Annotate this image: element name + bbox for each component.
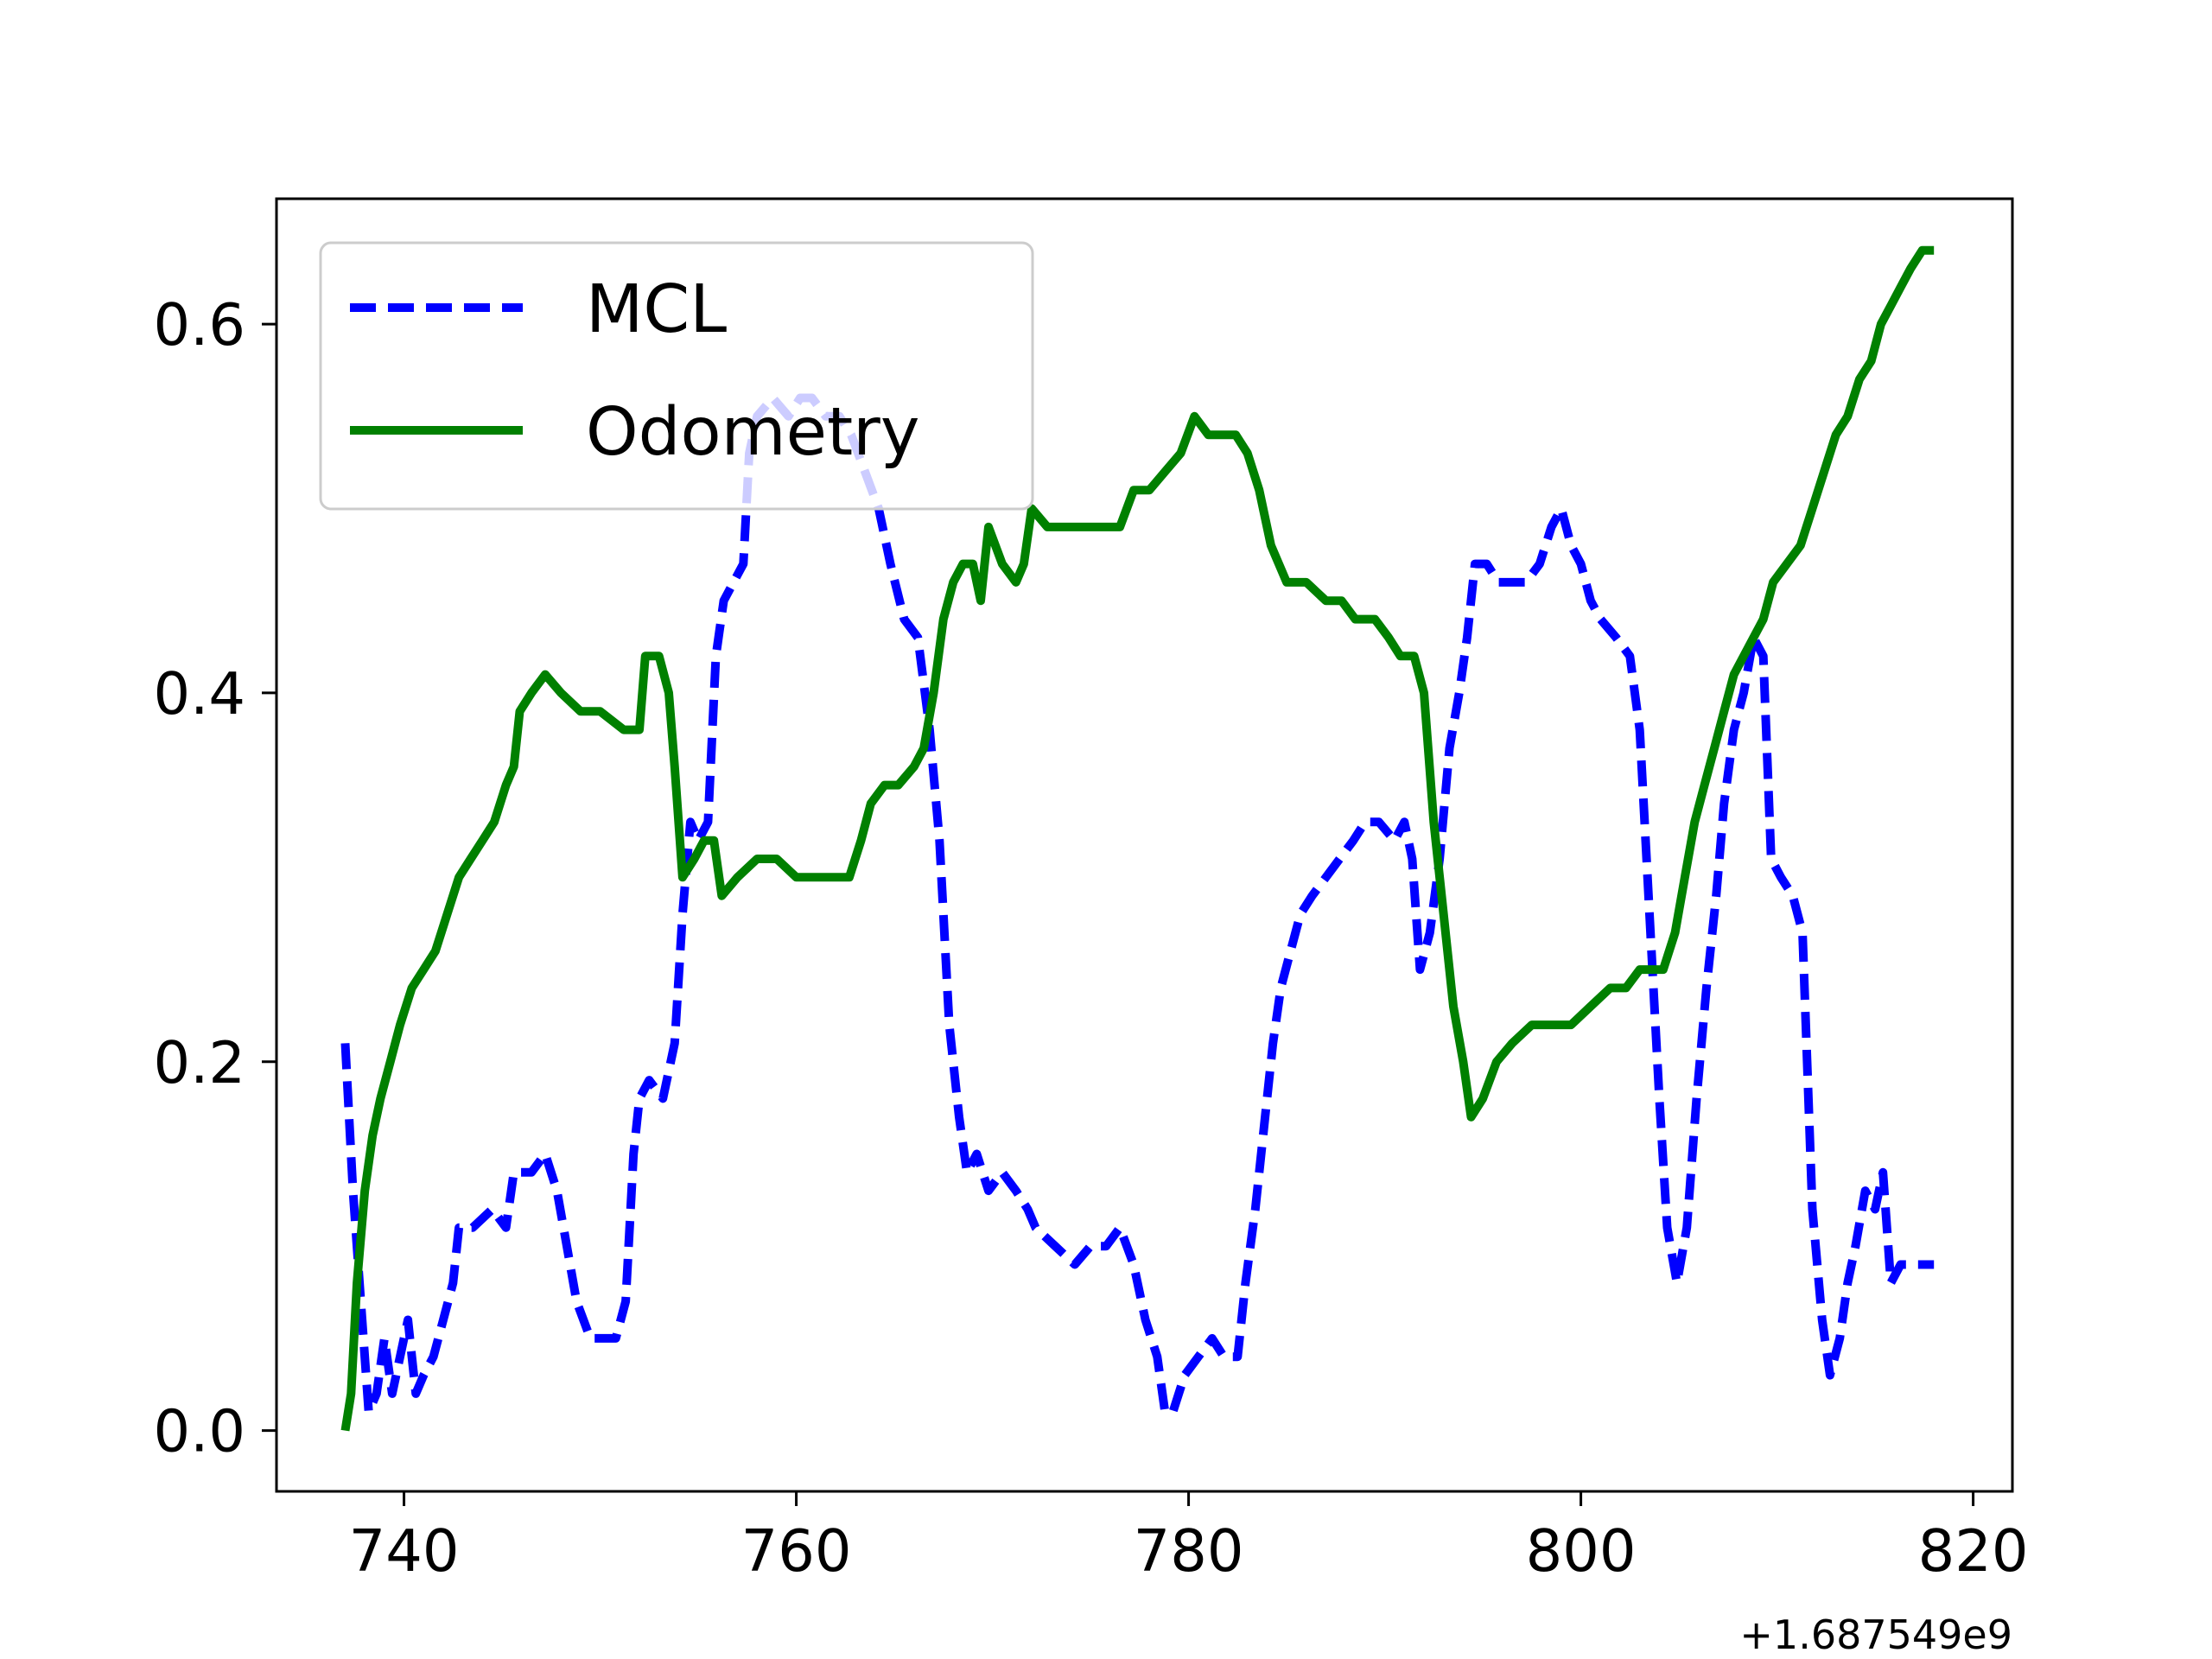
x-tick-label: 820	[1918, 1517, 2029, 1585]
legend: MCL Odometry	[319, 241, 1034, 511]
series-line-odometry	[340, 245, 1935, 1432]
x-tick-label: 740	[349, 1517, 460, 1585]
y-axis: 0.0 0.2 0.4 0.6	[153, 291, 276, 1465]
plot-frame	[275, 197, 2014, 1493]
y-tick-label: 0.0	[153, 1398, 245, 1465]
series-line-mcl	[340, 393, 1935, 1417]
x-tick-label: 780	[1134, 1517, 1244, 1585]
series-layer	[340, 245, 1935, 1432]
y-tick-label: 0.2	[153, 1029, 245, 1096]
legend-box	[319, 241, 1034, 511]
y-tick-label: 0.6	[153, 291, 245, 359]
x-tick-label: 760	[741, 1517, 852, 1585]
x-axis-offset-label: +1.687549e9	[1739, 1611, 2012, 1658]
legend-label-mcl: MCL	[586, 271, 727, 348]
y-tick-label: 0.4	[153, 660, 245, 728]
x-tick-label: 800	[1526, 1517, 1637, 1585]
legend-label-odometry: Odometry	[586, 394, 919, 471]
x-axis: 740 760 780 800 820	[349, 1491, 2029, 1585]
